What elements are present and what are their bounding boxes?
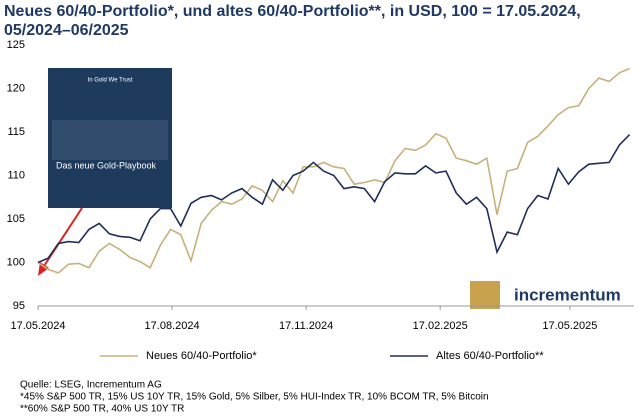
series-line xyxy=(37,67,630,274)
x-tick-label: 17.02.2025 xyxy=(413,320,468,332)
note: **60% S&P 500 TR, 40% US 10Y TR xyxy=(20,404,184,415)
x-tick-label: 17.05.2025 xyxy=(542,320,597,332)
chart-title: Neues 60/40-Portfolio*, und altes 60/40-… xyxy=(4,3,581,39)
x-tick-label: 17.05.2024 xyxy=(10,320,65,332)
y-tick-label: 95 xyxy=(13,300,25,312)
cover-title: Das neue Gold-Playbook xyxy=(56,160,157,170)
cover-header: In Gold We Trust xyxy=(88,78,133,84)
y-tick-label: 125 xyxy=(7,39,25,51)
note: *45% S&P 500 TR, 15% US 10Y TR, 15% Gold… xyxy=(20,392,489,403)
arrow-head xyxy=(38,262,49,276)
logo-icon xyxy=(470,281,500,309)
y-tick-label: 100 xyxy=(7,256,25,268)
logo-text: incrementum xyxy=(514,285,621,304)
y-tick-label: 120 xyxy=(7,82,25,94)
y-tick-label: 115 xyxy=(7,126,25,138)
y-tick-label: 105 xyxy=(7,213,25,225)
x-tick-label: 17.11.2024 xyxy=(279,320,333,332)
x-tick-label: 17.08.2024 xyxy=(145,320,200,332)
legend-label: Altes 60/40-Portfolio** xyxy=(436,350,544,362)
note: Quelle: LSEG, Incrementum AG xyxy=(20,380,162,391)
cover-art xyxy=(52,120,168,160)
series-line xyxy=(37,134,631,264)
y-tick-label: 110 xyxy=(7,169,25,181)
legend-label: Neues 60/40-Portfolio* xyxy=(146,350,257,362)
